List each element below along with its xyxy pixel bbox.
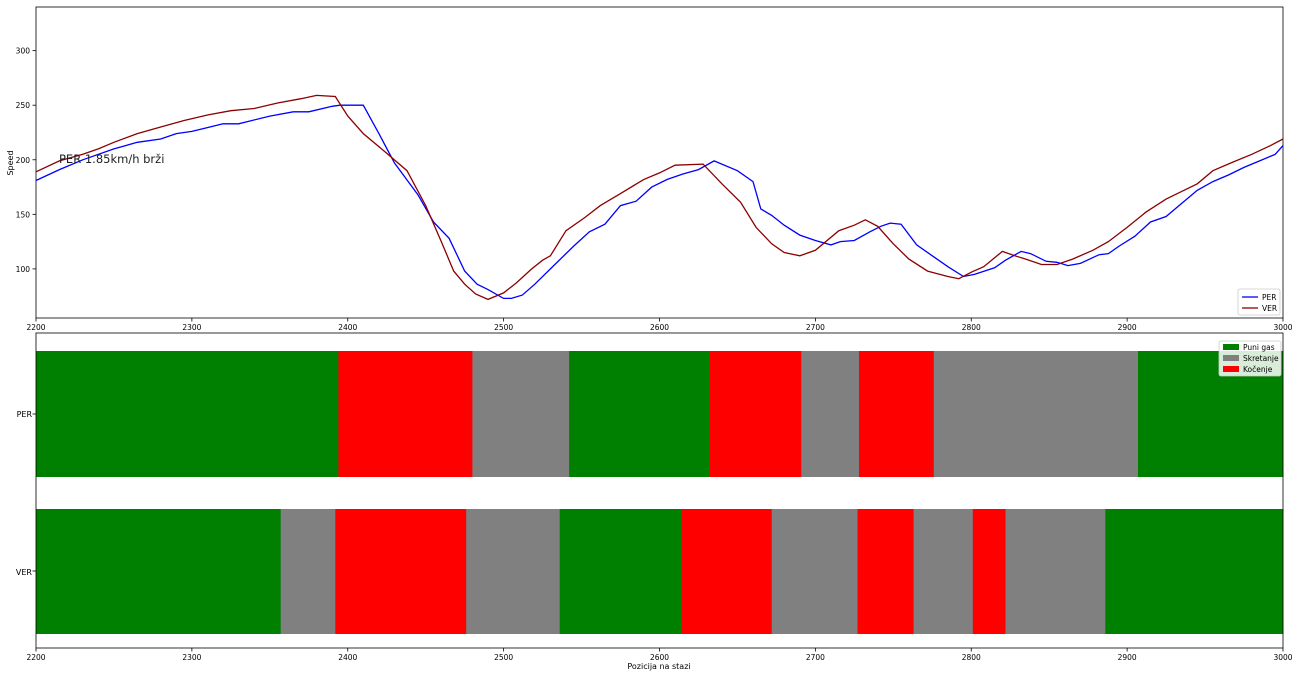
segment-ver-kocenje: [857, 509, 914, 634]
segment-ver-puni-gas: [1105, 509, 1284, 634]
row-label-per: PER: [17, 410, 33, 419]
state-chart: PER VER 2200 2300 2400 2500 2600 2700 2800 2900…: [16, 332, 1293, 671]
segment-ver-puni-gas: [36, 509, 282, 634]
segment-ver-skretanje: [280, 509, 336, 634]
state-xtick-label: 2400: [338, 653, 357, 662]
speed-xtick-label: 2700: [806, 323, 825, 332]
segment-ver-skretanje: [466, 509, 561, 634]
speed-ytick-label: 300: [16, 47, 31, 56]
series-line-per: [35, 104, 1284, 300]
legend-ver-label: VER: [1262, 304, 1277, 313]
segment-per-puni-gas: [569, 351, 710, 477]
speed-chart: 100 150 200 250 300 2200 2300 2400 2500 2600 2700…: [6, 6, 1293, 332]
row-label-ver: VER: [16, 568, 33, 577]
legend-puni-gas-label: Puni gas: [1243, 343, 1275, 352]
speed-ytick-label: 150: [16, 210, 31, 219]
legend-kocenje-label: Kočenje: [1243, 365, 1273, 374]
speed-xtick-label: 2900: [1118, 323, 1137, 332]
segment-ver-kocenje: [681, 509, 773, 634]
segment-ver-skretanje: [771, 509, 858, 634]
legend-skretanje-label: Skretanje: [1243, 354, 1279, 363]
segment-per-kocenje: [338, 351, 473, 477]
speed-ytick-label: 100: [16, 265, 31, 274]
speed-xtick-label: 2800: [962, 323, 981, 332]
legend-puni-gas-swatch: [1223, 344, 1239, 350]
speed-xtick-label: 2200: [26, 323, 45, 332]
state-xtick-label: 3000: [1273, 653, 1292, 662]
segment-ver-kocenje: [335, 509, 467, 634]
state-xtick-label: 2500: [494, 653, 513, 662]
segment-per-puni-gas: [36, 351, 339, 477]
speed-xtick-label: 2300: [182, 323, 201, 332]
state-xtick-label: 2200: [26, 653, 45, 662]
segment-per-skretanje: [472, 351, 570, 477]
legend-skretanje-swatch: [1223, 355, 1239, 361]
speed-ytick-label: 200: [16, 156, 31, 165]
segment-ver-skretanje: [1005, 509, 1106, 634]
state-xtick-label: 2700: [806, 653, 825, 662]
segment-per-kocenje: [709, 351, 802, 477]
speed-ytick-label: 250: [16, 101, 31, 110]
legend-kocenje-swatch: [1223, 366, 1239, 372]
state-xtick-label: 2800: [962, 653, 981, 662]
state-xtick-label: 2300: [182, 653, 201, 662]
state-xtick-label: 2900: [1118, 653, 1137, 662]
speed-annotation: PER 1.85km/h brži: [59, 152, 164, 166]
speed-plot-frame: [35, 6, 1284, 319]
state-xlabel: Pozicija na stazi: [627, 662, 690, 671]
speed-legend: PER VER: [1237, 288, 1281, 316]
segment-ver-skretanje: [913, 509, 974, 634]
legend-per-label: PER: [1262, 293, 1276, 302]
speed-xtick-label: 3000: [1273, 323, 1292, 332]
speed-xtick-label: 2500: [494, 323, 513, 332]
speed-xtick-label: 2600: [650, 323, 669, 332]
segment-per-skretanje: [801, 351, 860, 477]
segment-per-kocenje: [859, 351, 935, 477]
series-line-ver: [35, 94, 1284, 301]
segment-ver-puni-gas: [559, 509, 682, 634]
segment-per-skretanje: [933, 351, 1139, 477]
speed-ylabel: Speed: [6, 150, 15, 175]
segment-ver-kocenje: [972, 509, 1006, 634]
state-xtick-label: 2600: [650, 653, 669, 662]
speed-xtick-label: 2400: [338, 323, 357, 332]
state-legend: Puni gas Skretanje Kočenje: [1218, 340, 1282, 377]
